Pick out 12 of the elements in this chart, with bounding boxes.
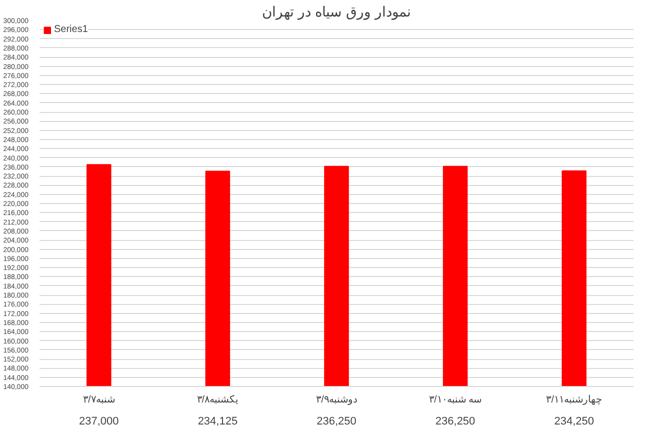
data-label: 236,250 [435,416,476,427]
legend-label: Series1 [54,24,88,35]
data-label: 234,125 [198,416,238,427]
x-tick-label: چهارشنبه۳/۱۱ [546,394,602,406]
data-label: 234,250 [554,416,594,427]
x-tick-label: دوشنبه۳/۹ [316,394,357,406]
x-tick-label: سه شنبه۳/۱۰ [429,394,482,406]
data-label: 236,250 [316,416,356,427]
chart-title: نمودار ورق سیاه در تهران [262,4,411,20]
x-tick-label: یکشنبه۳/۸ [196,394,239,406]
x-tick-label: شنبه۳/۷ [83,394,115,406]
data-label: 237,000 [79,416,119,427]
